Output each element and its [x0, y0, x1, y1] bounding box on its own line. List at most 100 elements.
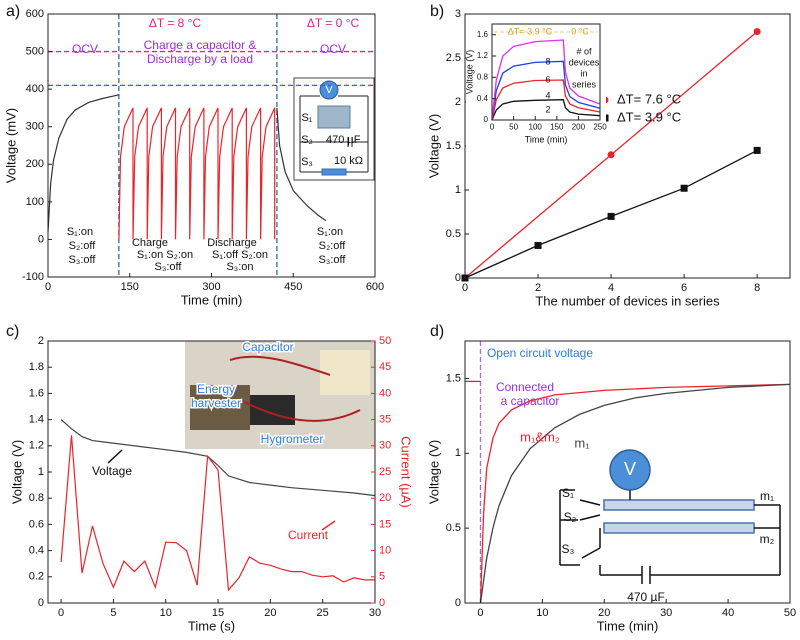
- series-label: m₁: [574, 435, 590, 450]
- y-tick-label: 0: [38, 597, 44, 609]
- y-axis-label: Voltage (V): [9, 440, 24, 504]
- data-point: [753, 146, 761, 154]
- y2-tick-label: 25: [379, 466, 391, 478]
- series-label: 8: [545, 56, 550, 66]
- photo-label: Capacitor: [242, 340, 293, 354]
- x-tick-label: 10: [536, 607, 548, 619]
- x-tick-label: 30: [660, 607, 672, 619]
- x-tick-label: 150: [550, 122, 564, 131]
- annotation: S₃:off: [155, 261, 183, 273]
- panel-label: b): [430, 3, 444, 20]
- photo-inset: [185, 341, 375, 449]
- x-axis-label: Time (s): [188, 618, 235, 633]
- series-line: [60, 435, 375, 592]
- annotation: Connected: [496, 380, 554, 394]
- annotation: # of: [576, 46, 592, 56]
- circuit-inset-d: [559, 449, 781, 584]
- y-tick-label: 0.5: [446, 228, 461, 240]
- series-line: [491, 39, 601, 121]
- y-tick-label: 0.4: [477, 94, 489, 103]
- series-line: [276, 107, 327, 222]
- photo-label: harvester: [191, 396, 241, 410]
- plot-frame: [491, 23, 601, 121]
- x-tick-label: 20: [598, 607, 610, 619]
- annotation: Open circuit voltage: [487, 346, 593, 360]
- panel-label: d): [430, 323, 444, 340]
- x-tick-label: 4: [608, 282, 614, 294]
- series-line: [60, 419, 376, 497]
- annotation: S₂:off: [319, 240, 347, 252]
- y-axis-label: Voltage (V): [464, 50, 474, 95]
- circuit-label: 10 kΩ: [334, 155, 363, 167]
- annotation: Current: [288, 528, 329, 542]
- y-tick-label: 1.6: [477, 30, 489, 39]
- y2-tick-label: 5: [379, 571, 385, 583]
- annotation: a capacitor: [501, 394, 560, 408]
- x-axis-label: The number of devices in series: [535, 293, 720, 308]
- legend-label: ΔT= 7.6 °C: [617, 91, 681, 106]
- annotation: OCV: [320, 42, 346, 56]
- series-line: [479, 383, 791, 604]
- x-tick-label: 250: [593, 122, 607, 131]
- series-label: 6: [545, 74, 550, 84]
- y-tick-label: 0: [455, 597, 461, 609]
- y2-tick-label: 0: [379, 597, 385, 609]
- y2-tick-label: 30: [379, 440, 391, 452]
- y2-tick-label: 10: [379, 545, 391, 557]
- x-axis-label: Time (min): [597, 618, 659, 633]
- y-tick-label: 200: [26, 158, 44, 170]
- x-axis-label: Time (min): [181, 292, 243, 307]
- series-line: [491, 99, 601, 121]
- y-tick-label: 1.8: [29, 361, 44, 373]
- x-tick-label: 150: [121, 281, 139, 293]
- x-tick-label: 200: [572, 122, 586, 131]
- x-tick-label: 2: [535, 282, 541, 294]
- y2-tick-label: 50: [379, 335, 391, 347]
- photo-label: Energy: [197, 382, 235, 396]
- annotation: ΔT = 8 °C: [149, 16, 202, 30]
- y-tick-label: 500: [26, 45, 44, 57]
- x-tick-label: 0: [477, 607, 483, 619]
- y-tick-label: 0.8: [477, 72, 489, 81]
- annotation: Voltage: [92, 464, 132, 478]
- y-tick-label: 1: [455, 184, 461, 196]
- y-tick-label: 1.5: [446, 140, 461, 152]
- annotation: S₃:off: [319, 254, 347, 266]
- y-tick-label: 100: [26, 196, 44, 208]
- circuit-label: S₁: [301, 112, 312, 124]
- annotation: ΔT = 0 °C: [307, 16, 360, 30]
- annotation: S₁:on: [317, 226, 343, 238]
- x-tick-label: 0: [45, 281, 51, 293]
- annotation: Charge a capacitor &: [144, 38, 257, 52]
- annotation: S₁:on: [67, 226, 93, 238]
- data-point: [607, 151, 615, 159]
- y-axis-label: Voltage (V): [426, 114, 441, 178]
- annotation: Charge: [132, 237, 168, 249]
- x-tick-label: 20: [264, 607, 276, 619]
- data-point: [534, 241, 542, 249]
- x-axis-label: Time (min): [525, 134, 568, 144]
- series-line: [491, 79, 601, 121]
- x-tick-label: 8: [754, 282, 760, 294]
- plot-frame: [464, 340, 791, 604]
- series-line: [47, 94, 120, 232]
- circuit-label: S₃: [301, 156, 313, 168]
- circuit-label: V: [325, 84, 333, 96]
- y2-tick-label: 40: [379, 387, 391, 399]
- annotation: ΔT= 3.9 °C: [508, 26, 553, 36]
- y-tick-label: 1: [38, 466, 44, 478]
- x-tick-label: 30: [369, 607, 381, 619]
- y2-tick-label: 45: [379, 361, 391, 373]
- annotation-arrow: [321, 520, 336, 531]
- y-tick-label: 0.4: [29, 545, 44, 557]
- y2-tick-label: 15: [379, 518, 391, 530]
- series-label: 4: [545, 90, 550, 100]
- annotation: S₁:off S₂:on: [212, 249, 268, 261]
- y-tick-label: 0.2: [29, 571, 44, 583]
- circuit-label: 470 µF: [326, 134, 361, 146]
- x-tick-label: 100: [529, 122, 543, 131]
- panel-label: a): [6, 3, 20, 20]
- y-tick-label: 1.2: [29, 440, 44, 452]
- annotation: S₁:on S₂:on: [137, 249, 193, 261]
